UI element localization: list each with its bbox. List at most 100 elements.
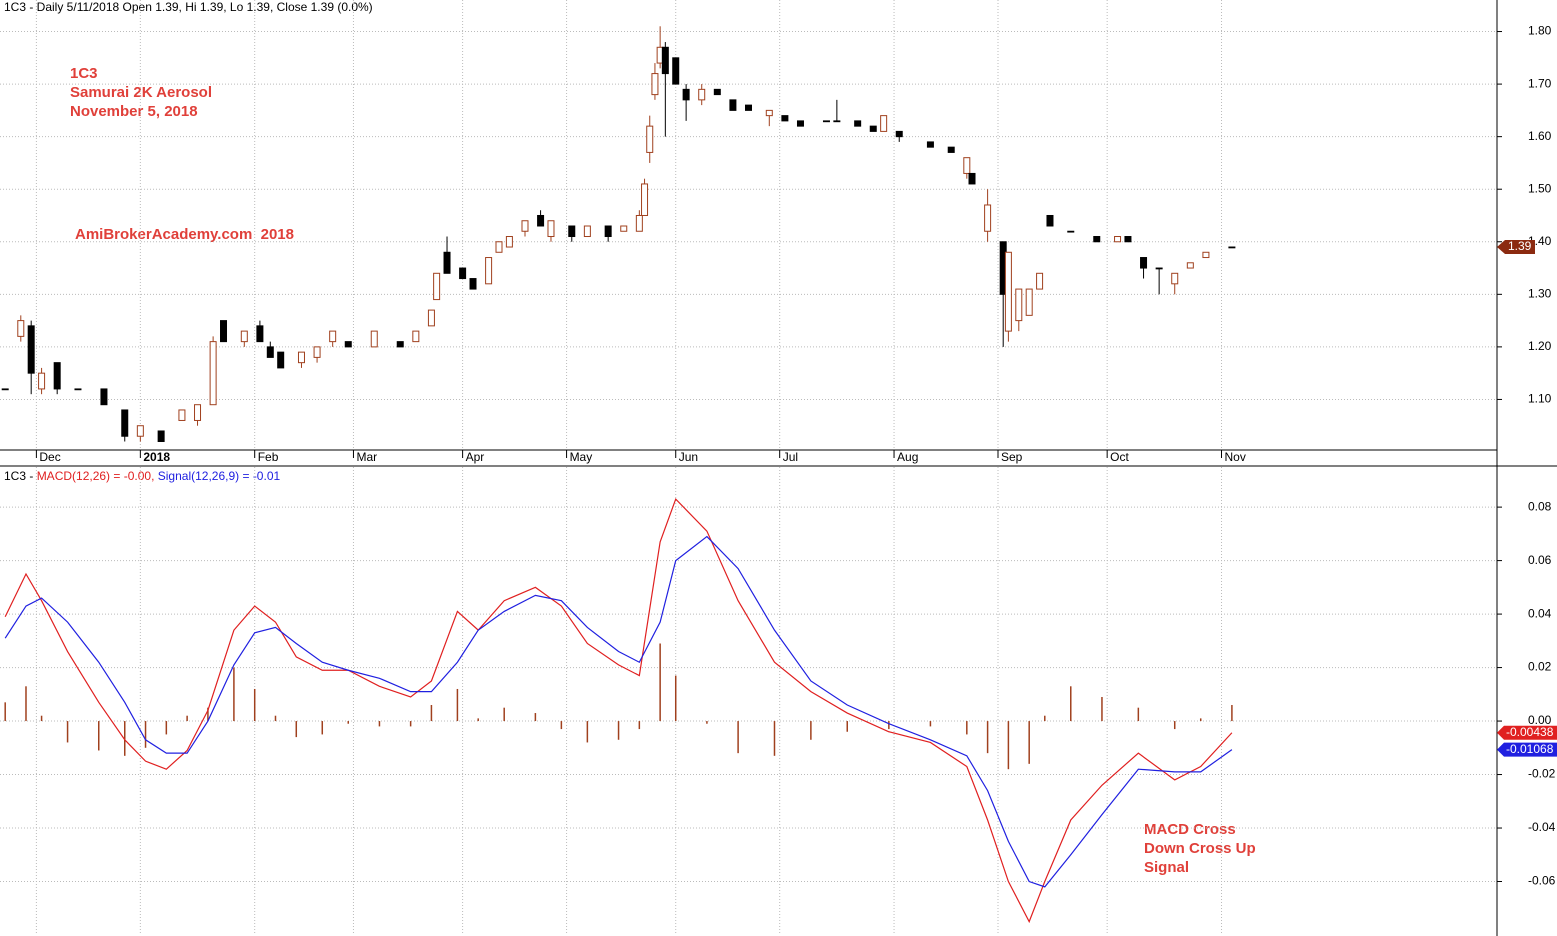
y-tick-label: 0.00 [1528, 713, 1552, 727]
candle-body [1046, 214, 1054, 227]
last-value-label: -0.00438 [1506, 725, 1554, 739]
candle-body [1004, 251, 1012, 332]
macd-header-part: 1C3 - [4, 469, 37, 483]
candle-body [297, 351, 305, 364]
candle-body [1202, 251, 1210, 259]
y-tick-label: 1.60 [1528, 129, 1552, 143]
macd-header: 1C3 - MACD(12,26) = -0.00, Signal(12,26,… [4, 469, 280, 483]
candle-body [984, 204, 992, 232]
y-tick-label: -0.06 [1528, 874, 1556, 888]
candle-body [313, 346, 321, 358]
y-tick-label: 0.08 [1528, 499, 1552, 513]
candle-body [1186, 262, 1194, 269]
candle-body [329, 330, 337, 343]
candle-body [412, 330, 420, 343]
candle-body [194, 404, 202, 421]
candle-body [781, 115, 789, 122]
annotation: AmiBrokerAcademy.com 2018 [75, 226, 294, 243]
candle-body [427, 309, 435, 327]
candle-body [136, 425, 144, 437]
candle-body [521, 220, 529, 232]
candle-body [729, 99, 737, 111]
candle-body [651, 73, 659, 96]
y-tick-label: 1.20 [1528, 339, 1552, 353]
x-tick-label: Aug [897, 450, 918, 464]
candle-body [682, 88, 690, 101]
candle-body [100, 388, 108, 406]
candle-body [869, 125, 877, 132]
candle-body [947, 146, 955, 153]
macd-header-part: MACD(12,26) = -0.00, [37, 469, 158, 483]
y-tick-label: 0.06 [1528, 553, 1552, 567]
candle-body [641, 183, 649, 216]
last-value-box [1497, 742, 1557, 757]
candle-body [256, 325, 264, 343]
y-tick-label: 0.02 [1528, 660, 1552, 674]
candle-body [895, 130, 903, 138]
annotation: Down Cross Up [1144, 840, 1256, 857]
candle-body [698, 88, 706, 101]
candle-body [27, 325, 35, 374]
candle-body [157, 430, 165, 442]
x-tick-label: Dec [39, 450, 60, 464]
macd-line [4, 535, 1233, 888]
x-tick-label: Sep [1001, 450, 1023, 464]
candle-body [547, 220, 555, 238]
x-tick-label: Nov [1225, 450, 1246, 464]
candle-body [344, 341, 352, 348]
annotation: 1C3 [70, 65, 98, 82]
candle-body [926, 141, 934, 148]
candle-body [396, 341, 404, 348]
candle-body [74, 388, 82, 391]
candle-body [370, 330, 378, 348]
annotation: MACD Cross [1144, 821, 1236, 838]
y-tick-label: 1.80 [1528, 24, 1552, 38]
annotation: Samurai 2K Aerosol [70, 84, 212, 101]
candle-body [209, 341, 217, 406]
candle-body [53, 362, 61, 390]
candle-body [568, 225, 576, 238]
last-price-label: 1.39 [1508, 239, 1532, 253]
candle-body [1015, 288, 1023, 322]
last-value-label: -0.01068 [1506, 742, 1554, 756]
candle-body [38, 372, 46, 390]
x-tick-label: Mar [356, 450, 377, 464]
candle-body [880, 115, 888, 132]
last-value-box [1497, 725, 1557, 740]
candle-body [822, 120, 830, 123]
x-tick-label: Jul [783, 450, 798, 464]
candle-body [1228, 246, 1236, 249]
annotation: November 5, 2018 [70, 103, 198, 120]
candle-body [713, 88, 721, 96]
candle-body [266, 346, 274, 358]
panel: Dec 2018 Feb Mar Apr May Jun Jul Aug Sep Oct Nov 1.1… [0, 0, 1552, 464]
candle-body [620, 225, 628, 232]
candle-body [604, 225, 612, 238]
x-tick-label: Apr [466, 450, 485, 464]
candle-body [495, 241, 503, 253]
candle-body [277, 351, 285, 369]
candle-body [220, 320, 228, 343]
candle-body [178, 409, 186, 421]
candle-body [537, 214, 545, 227]
y-tick-label: 0.04 [1528, 606, 1552, 620]
macd-line [4, 497, 1233, 924]
candle-body [1155, 267, 1163, 270]
candle-body [968, 172, 976, 185]
candle-body [485, 257, 493, 285]
candle-body [1067, 230, 1075, 233]
candle-body [854, 120, 862, 127]
y-tick-label: -0.02 [1528, 767, 1556, 781]
x-tick-label: May [570, 450, 593, 464]
candle-body [635, 214, 643, 232]
price-header: 1C3 - Daily 5/11/2018 Open 1.39, Hi 1.39… [4, 0, 373, 14]
candle-body [833, 120, 841, 123]
panel: -0.06 -0.04 -0.02 0.00 0.02 0.04 0.06 0.08 -0.00… [0, 467, 1557, 935]
candle-body [765, 109, 773, 117]
x-tick-label: Jun [679, 450, 698, 464]
candle-body [1171, 272, 1179, 285]
candle-body [646, 125, 654, 153]
x-tick-label: 2018 [143, 450, 170, 464]
